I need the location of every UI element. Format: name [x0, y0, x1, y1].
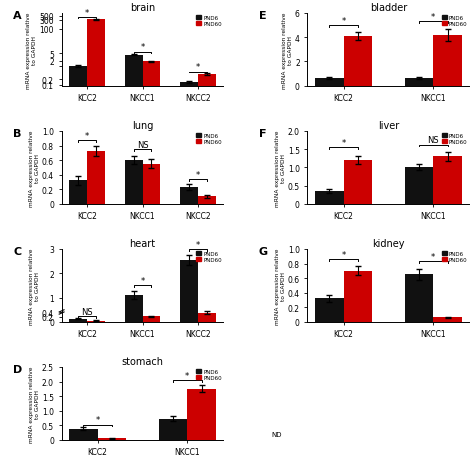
Bar	[181, 188, 198, 204]
Y-axis label: mRNA expression relative
to GAPDH: mRNA expression relative to GAPDH	[282, 12, 293, 88]
Bar	[433, 36, 462, 87]
Bar	[181, 260, 198, 322]
Bar	[69, 319, 87, 322]
Title: brain: brain	[130, 3, 155, 13]
Y-axis label: mRNA expression relative
to GAPDH: mRNA expression relative to GAPDH	[275, 130, 286, 206]
Bar	[433, 318, 462, 322]
Bar	[87, 321, 105, 322]
Bar	[125, 295, 143, 322]
Legend: PND6, PND60: PND6, PND60	[442, 251, 468, 263]
Legend: PND6, PND60: PND6, PND60	[196, 251, 222, 263]
Bar	[69, 429, 98, 440]
Text: C: C	[13, 246, 21, 257]
Bar	[87, 152, 105, 204]
Text: B: B	[13, 129, 21, 139]
Text: NS: NS	[137, 140, 148, 150]
Bar	[125, 161, 143, 204]
Title: liver: liver	[378, 121, 399, 131]
Text: *: *	[85, 9, 89, 18]
Text: NS: NS	[428, 136, 439, 145]
Title: kidney: kidney	[372, 238, 405, 249]
Text: *: *	[140, 276, 145, 285]
Bar	[159, 419, 187, 440]
Bar	[98, 438, 127, 440]
Legend: PND6, PND60: PND6, PND60	[196, 15, 222, 27]
Bar	[198, 75, 216, 463]
Bar	[404, 275, 433, 322]
Bar	[315, 299, 344, 322]
Bar	[69, 67, 87, 463]
Bar	[404, 168, 433, 204]
Text: E: E	[259, 11, 266, 21]
Text: NS: NS	[81, 307, 92, 316]
Bar	[143, 62, 160, 463]
Bar	[187, 389, 216, 440]
Text: *: *	[341, 250, 346, 259]
Bar	[181, 82, 198, 463]
Text: *: *	[185, 371, 190, 380]
Y-axis label: mRNA expression relative
to GAPDH: mRNA expression relative to GAPDH	[29, 248, 40, 324]
Bar	[198, 197, 216, 204]
Bar	[125, 56, 143, 463]
Title: heart: heart	[129, 238, 155, 249]
Bar	[344, 37, 372, 87]
Title: stomach: stomach	[121, 357, 164, 366]
Text: ND: ND	[272, 431, 282, 437]
Legend: PND6, PND60: PND6, PND60	[196, 369, 222, 381]
Text: *: *	[196, 240, 201, 249]
Bar	[344, 161, 372, 204]
Bar	[69, 181, 87, 204]
Y-axis label: mRNA expression relative
to GAPDH: mRNA expression relative to GAPDH	[27, 12, 37, 88]
Title: bladder: bladder	[370, 3, 407, 13]
Text: F: F	[259, 129, 266, 139]
Bar	[198, 313, 216, 322]
Legend: PND6, PND60: PND6, PND60	[196, 133, 222, 145]
Bar	[315, 79, 344, 87]
Legend: PND6, PND60: PND6, PND60	[442, 133, 468, 145]
Title: lung: lung	[132, 121, 153, 131]
Text: *: *	[431, 252, 435, 262]
Text: *: *	[196, 170, 201, 179]
Text: *: *	[341, 17, 346, 25]
Text: D: D	[13, 364, 22, 374]
Bar	[315, 192, 344, 204]
Bar	[87, 20, 105, 463]
Y-axis label: mRNA expression relative
to GAPDH: mRNA expression relative to GAPDH	[29, 365, 40, 442]
Text: A: A	[13, 11, 22, 21]
Y-axis label: mRNA expression relative
to GAPDH: mRNA expression relative to GAPDH	[275, 248, 286, 324]
Legend: PND6, PND60: PND6, PND60	[442, 15, 468, 27]
Text: *: *	[341, 138, 346, 148]
Text: G: G	[259, 246, 268, 257]
Text: *: *	[196, 63, 201, 72]
Bar	[143, 164, 160, 204]
Bar	[143, 317, 160, 322]
Text: *: *	[96, 415, 100, 425]
Text: *: *	[140, 44, 145, 52]
Text: *: *	[431, 13, 435, 22]
Bar	[433, 157, 462, 204]
Y-axis label: mRNA expression relative
to GAPDH: mRNA expression relative to GAPDH	[29, 130, 40, 206]
Text: *: *	[85, 132, 89, 141]
Bar	[404, 79, 433, 87]
Bar	[344, 271, 372, 322]
